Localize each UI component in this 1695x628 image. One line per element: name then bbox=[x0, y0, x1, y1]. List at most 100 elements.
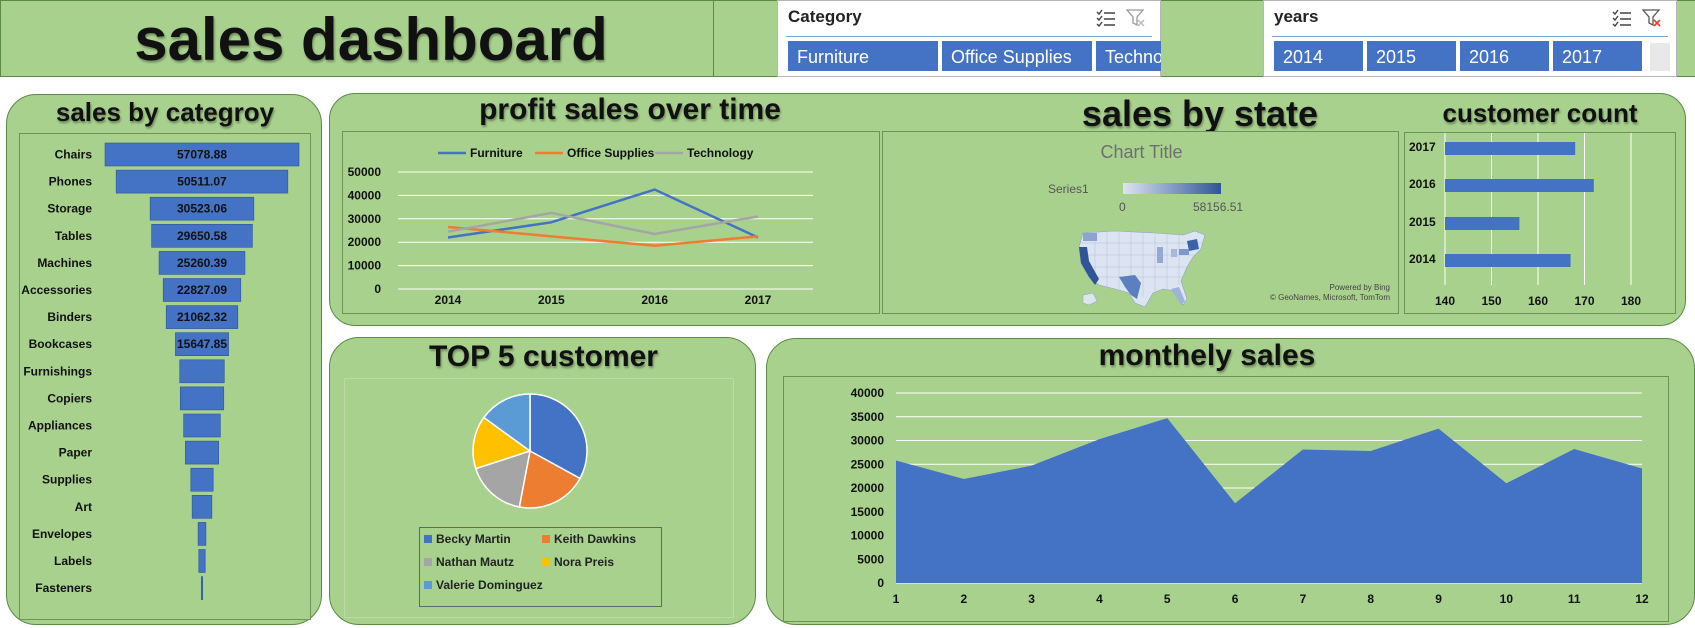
x-tick-label: 170 bbox=[1574, 294, 1594, 308]
x-tick-label: 180 bbox=[1621, 294, 1641, 308]
legend-item: Nora Preis bbox=[542, 555, 614, 569]
legend-label: Furniture bbox=[470, 146, 523, 160]
state-illinois bbox=[1157, 247, 1163, 263]
y-tick-label: 10000 bbox=[851, 529, 885, 543]
series-line bbox=[447, 211, 759, 236]
legend-item: Valerie Dominguez bbox=[424, 578, 543, 592]
customer-bar bbox=[1445, 254, 1571, 267]
map-credit-line2: © GeoNames, Microsoft, TomTom bbox=[1270, 293, 1390, 302]
monthly-sales-panel: monthely sales 0 5000 10000 15000 20000 25000… bbox=[766, 338, 1695, 625]
x-tick-label: 8 bbox=[1367, 592, 1374, 606]
y-tick-label: 2016 bbox=[1409, 177, 1436, 191]
category-slicer-title: Category bbox=[788, 7, 862, 26]
state-washington bbox=[1083, 233, 1097, 241]
category-bar bbox=[183, 413, 221, 438]
category-bar bbox=[165, 305, 239, 329]
slicer-scroll[interactable] bbox=[1650, 43, 1670, 71]
legend-label: Technology bbox=[687, 146, 754, 160]
state-ohio bbox=[1171, 249, 1177, 257]
category-bar bbox=[149, 196, 255, 221]
customer-bar bbox=[1445, 179, 1594, 192]
state-texas bbox=[1119, 275, 1141, 299]
legend-label: Office Supplies bbox=[567, 146, 655, 160]
legend-item: Nathan Mautz bbox=[424, 555, 514, 569]
monthly-sales-title: monthely sales bbox=[1098, 339, 1316, 372]
y-tick-label: 2017 bbox=[1409, 140, 1436, 154]
category-label: Accessories bbox=[21, 283, 92, 297]
slicer-item-2015[interactable]: 2015 bbox=[1367, 41, 1456, 71]
slicer-item-2017[interactable]: 2017 bbox=[1553, 41, 1642, 71]
category-bar bbox=[198, 549, 206, 573]
y-tick-label: 5000 bbox=[857, 552, 884, 566]
customer-bar bbox=[1445, 217, 1520, 230]
x-tick-label: 4 bbox=[1096, 592, 1103, 606]
category-data-label: 29650.58 bbox=[177, 229, 227, 243]
legend-label: Nora Preis bbox=[554, 555, 615, 569]
y-tick-label: 35000 bbox=[851, 410, 885, 424]
map-legend-max: 58156.51 bbox=[1193, 200, 1244, 214]
x-tick-label: 5 bbox=[1164, 592, 1171, 606]
y-tick-label: 0 bbox=[877, 576, 884, 590]
category-data-label: 15647.85 bbox=[177, 337, 227, 351]
y-tick-label: 2015 bbox=[1409, 215, 1436, 229]
clear-filter-icon[interactable] bbox=[1126, 9, 1146, 27]
category-bar bbox=[191, 494, 213, 519]
top-charts-panel: profit sales over time sales by state cu… bbox=[329, 93, 1686, 326]
category-data-label: 22827.09 bbox=[177, 283, 227, 297]
category-slicer[interactable]: Category Furniture Office Supplies Techn… bbox=[777, 0, 1246, 77]
pie-slice bbox=[482, 393, 531, 453]
x-tick-label: 150 bbox=[1481, 294, 1501, 308]
multi-select-icon[interactable] bbox=[1096, 9, 1116, 27]
state-florida bbox=[1171, 287, 1185, 305]
x-tick-label: 7 bbox=[1300, 592, 1307, 606]
sales-by-state-title: sales by state bbox=[1081, 93, 1319, 134]
category-label: Labels bbox=[54, 554, 92, 568]
monthly-sales-chart: 0 5000 10000 15000 20000 25000 30000 35000 40000… bbox=[851, 386, 1649, 606]
x-tick-label: 10 bbox=[1500, 592, 1514, 606]
category-label: Copiers bbox=[47, 391, 92, 405]
x-tick-label: 11 bbox=[1568, 592, 1581, 606]
series-line bbox=[447, 225, 759, 247]
us-states-base bbox=[1078, 230, 1206, 308]
category-label: Fasteners bbox=[35, 581, 92, 595]
years-slicer-title: years bbox=[1274, 7, 1319, 26]
category-bar bbox=[115, 169, 289, 194]
map-legend-min: 0 bbox=[1119, 200, 1126, 214]
slicer-item-office-supplies[interactable]: Office Supplies bbox=[942, 41, 1092, 71]
legend-swatch bbox=[424, 581, 432, 589]
years-slicer[interactable]: years 2014 2015 2016 2017 bbox=[1263, 0, 1677, 77]
header-banner: sales dashboard bbox=[0, 0, 714, 77]
x-tick-label: 160 bbox=[1528, 294, 1548, 308]
y-tick-label: 0 bbox=[374, 282, 381, 296]
us-map bbox=[1078, 230, 1206, 308]
category-bar bbox=[185, 440, 219, 465]
category-label: Paper bbox=[59, 446, 93, 460]
legend-item: Becky Martin bbox=[424, 532, 511, 546]
series-line bbox=[447, 188, 759, 239]
category-bar bbox=[201, 576, 203, 600]
category-bar bbox=[179, 359, 225, 384]
x-tick-label: 6 bbox=[1232, 592, 1239, 606]
clear-filter-icon[interactable] bbox=[1642, 9, 1662, 27]
category-data-label: 50511.07 bbox=[177, 175, 227, 189]
x-tick-label: 2016 bbox=[641, 293, 668, 307]
category-label: Phones bbox=[49, 175, 93, 189]
legend-swatch bbox=[424, 535, 432, 543]
map-credit-line1: Powered by Bing bbox=[1329, 283, 1390, 292]
slicer-item-furniture[interactable]: Furniture bbox=[788, 41, 938, 71]
customer-count-title: customer count bbox=[1442, 98, 1638, 128]
profit-sales-chart: 0 10000 20000 30000 40000 50000 2014 2015 2016 20… bbox=[348, 146, 813, 307]
multi-select-icon[interactable] bbox=[1612, 9, 1632, 27]
category-bar bbox=[175, 332, 229, 356]
profit-sales-chart-area: 0 10000 20000 30000 40000 50000 2014 2015 2016 20… bbox=[342, 131, 880, 314]
top5-chart-frame bbox=[344, 378, 734, 618]
slicer-item-2016[interactable]: 2016 bbox=[1460, 41, 1549, 71]
monthly-sales-chart-area: 0 5000 10000 15000 20000 25000 30000 35000 40000… bbox=[783, 376, 1669, 622]
category-label: Binders bbox=[47, 310, 92, 324]
category-bar bbox=[197, 522, 207, 546]
x-tick-label: 1 bbox=[893, 592, 900, 606]
slicer-item-2014[interactable]: 2014 bbox=[1274, 41, 1363, 71]
sales-by-category-panel: sales by categroy Chairs 57078.88 Phones 50… bbox=[6, 94, 322, 625]
category-data-label: 57078.88 bbox=[177, 148, 227, 162]
category-label: Storage bbox=[47, 202, 92, 216]
